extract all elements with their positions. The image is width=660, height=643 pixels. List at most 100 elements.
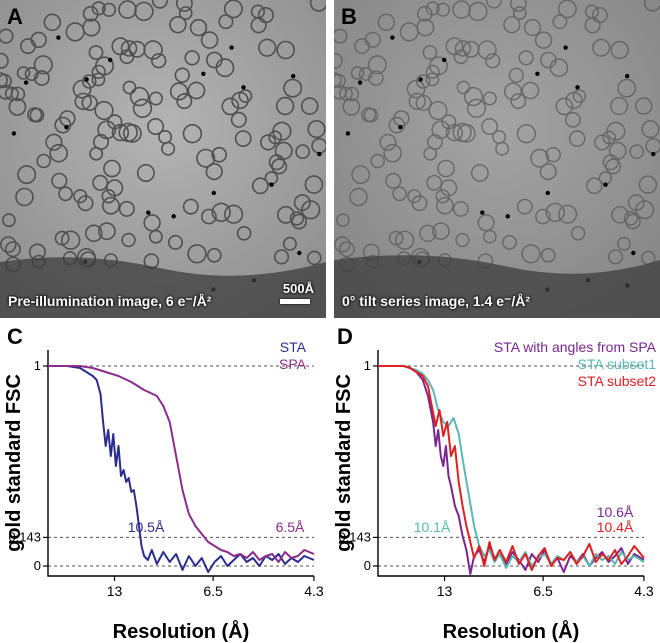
vesicle	[432, 222, 450, 240]
vesicle	[238, 89, 253, 103]
gold-bead	[418, 77, 423, 82]
vesicle	[200, 31, 219, 49]
vesicle	[605, 158, 622, 175]
vesicle	[91, 1, 106, 16]
vesicle	[307, 120, 326, 139]
x-axis-label: Resolution (Å)	[113, 619, 250, 643]
vesicle	[558, 0, 577, 19]
vesicle	[370, 153, 385, 169]
series-line-sta-with-angles-from-spa	[378, 365, 645, 575]
vesicle	[91, 64, 106, 79]
vesicle	[486, 0, 502, 9]
resolution-annotation: 10.5Å	[128, 519, 165, 535]
vesicle	[416, 6, 433, 22]
vesicle	[435, 2, 450, 17]
gold-bead	[442, 57, 447, 63]
vesicle	[591, 7, 608, 24]
legend-entry: STA subset2	[578, 373, 657, 389]
gold-bead	[545, 190, 550, 196]
micrograph-image-b	[334, 0, 660, 318]
vesicle	[309, 0, 326, 12]
vesicle	[102, 196, 120, 215]
vesicle	[182, 198, 199, 215]
vesicle	[218, 14, 234, 30]
scale-bar	[280, 299, 310, 304]
vesicle	[34, 70, 50, 86]
vesicle	[385, 172, 402, 189]
vesicle	[260, 134, 277, 151]
vesicle	[169, 16, 187, 34]
vesicle	[516, 198, 533, 215]
series-line-spa	[48, 365, 315, 563]
legend-entry: STA	[280, 339, 307, 355]
vesicle	[161, 141, 176, 156]
vesicle	[27, 107, 43, 123]
vesicle	[564, 111, 581, 128]
vesicle	[257, 7, 275, 24]
vesicle	[534, 31, 553, 49]
vesicle	[0, 236, 17, 253]
gold-bead	[84, 77, 89, 82]
vesicle	[187, 244, 207, 264]
vesicle	[425, 72, 440, 87]
vesicle	[275, 96, 295, 116]
vesicle	[368, 70, 384, 86]
vesicle	[304, 175, 324, 194]
gold-bead	[229, 45, 234, 50]
vesicle	[169, 82, 189, 101]
vesicle	[350, 66, 365, 80]
x-axis-label: Resolution (Å)	[443, 619, 580, 643]
vesicle	[570, 226, 586, 241]
vesicle	[572, 89, 587, 103]
fsc-chart-c-svg: 1 0.143 0 13 6.5 4.3 Resolution (Å) gold standa…	[3, 339, 324, 643]
micrograph-image-a	[0, 0, 326, 318]
fsc-chart-c: C 1 0.143 0 13 6.5 4.3 Resolution (Å) gold stan…	[0, 320, 330, 643]
vesicle	[221, 97, 240, 116]
vesicle	[24, 67, 39, 82]
vesicle	[334, 236, 351, 253]
vesicle	[482, 91, 497, 106]
vesicle	[174, 67, 191, 83]
vesicle	[338, 86, 353, 101]
gold-bead	[291, 73, 296, 79]
vesicle	[408, 92, 426, 111]
y-tick-label: 1	[34, 358, 41, 373]
vesicle	[0, 52, 9, 69]
vesicle	[426, 174, 443, 191]
vesicle	[565, 91, 583, 110]
series-line-sta-subset1	[378, 365, 645, 569]
vesicle	[463, 86, 484, 107]
vesicle	[428, 100, 448, 120]
vesicle	[477, 214, 495, 232]
fsc-chart-d-svg: 1 0.143 0 13 6.5 4.3 Resolution (Å) gold standa…	[333, 339, 657, 643]
vesicle	[205, 51, 223, 69]
vesicle	[349, 187, 368, 207]
x-tick-label: 13	[107, 583, 123, 599]
vesicle	[250, 4, 265, 19]
gold-bead	[241, 85, 246, 90]
vesicle	[72, 79, 92, 99]
gold-bead	[171, 214, 176, 219]
vesicle	[200, 208, 217, 225]
vesicle	[635, 97, 653, 115]
gold-bead	[11, 131, 17, 136]
gold-bead	[625, 73, 630, 79]
vesicle	[518, 50, 534, 66]
vesicle	[283, 78, 303, 98]
vesicle	[617, 78, 637, 98]
vesicle	[452, 200, 469, 217]
vesicle	[592, 38, 611, 57]
vesicle	[351, 165, 371, 185]
y-tick-label: 0	[34, 558, 41, 573]
vesicle	[510, 93, 527, 110]
vesicle	[206, 247, 222, 263]
vesicle	[175, 0, 193, 12]
vesicle	[364, 31, 381, 48]
vesicle	[495, 141, 510, 156]
vesicle	[334, 28, 348, 44]
vesicle	[584, 4, 599, 19]
vesicle	[441, 114, 457, 130]
vesicle	[184, 50, 200, 66]
vesicle	[4, 86, 19, 101]
vesicle	[120, 40, 138, 57]
